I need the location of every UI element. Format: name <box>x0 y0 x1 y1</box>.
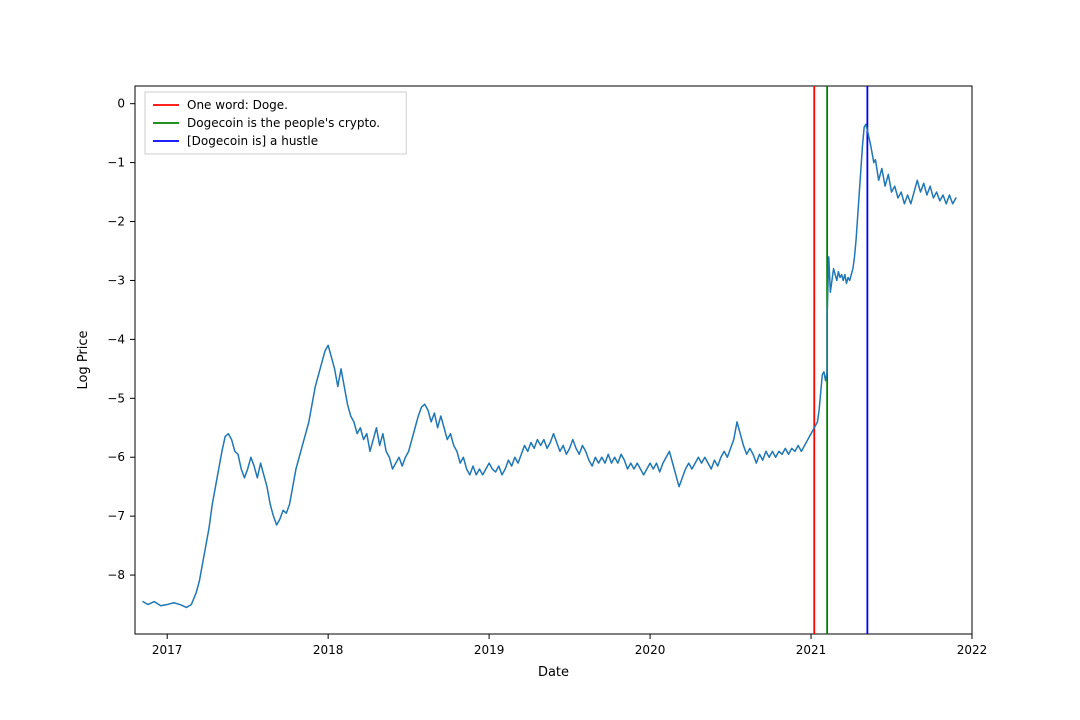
x-tick-label: 2022 <box>957 643 988 657</box>
y-tick-label: 0 <box>117 97 125 111</box>
plot-area-border <box>135 86 972 634</box>
x-tick-label: 2018 <box>313 643 344 657</box>
x-tick-label: 2017 <box>152 643 183 657</box>
y-tick-label: −8 <box>107 568 125 582</box>
y-tick-label: −3 <box>107 273 125 287</box>
chart-container: 2017 2018 2019 2020 2021 2022 Date −8 −7 −6 −5 −4 −3… <box>0 0 1080 720</box>
x-tick-label: 2020 <box>635 643 666 657</box>
price-line <box>143 124 956 607</box>
y-tick-label: −4 <box>107 332 125 346</box>
legend-label: [Dogecoin is] a hustle <box>187 134 318 148</box>
legend-label: Dogecoin is the people's crypto. <box>187 116 380 130</box>
x-tick-label: 2019 <box>474 643 505 657</box>
y-tick-label: −5 <box>107 391 125 405</box>
y-tick-label: −7 <box>107 509 125 523</box>
x-axis-label: Date <box>538 665 569 680</box>
y-axis-label: Log Price <box>76 330 91 389</box>
y-tick-label: −2 <box>107 215 125 229</box>
y-tick-label: −6 <box>107 450 125 464</box>
x-tick-label: 2021 <box>796 643 827 657</box>
legend: One word: Doge. Dogecoin is the people's … <box>145 92 406 154</box>
y-tick-label: −1 <box>107 156 125 170</box>
legend-label: One word: Doge. <box>187 98 288 112</box>
chart-svg: 2017 2018 2019 2020 2021 2022 Date −8 −7 −6 −5 −4 −3… <box>0 0 1080 720</box>
plot-group <box>143 86 956 634</box>
